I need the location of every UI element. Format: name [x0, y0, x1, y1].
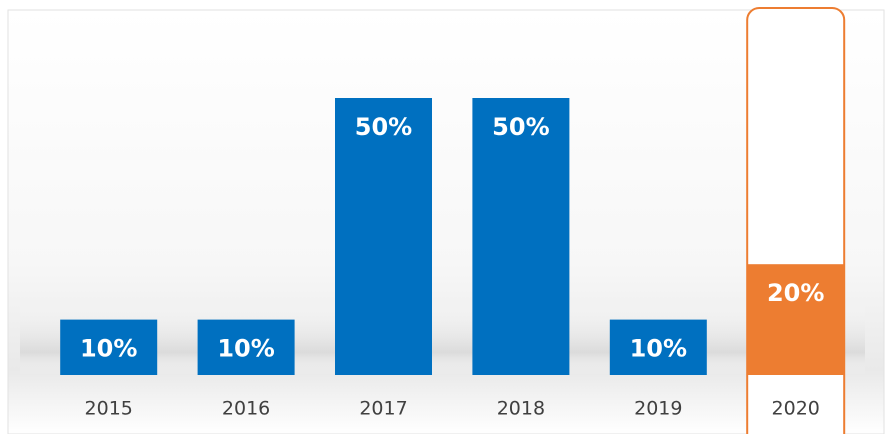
value-label: 20%	[767, 279, 824, 307]
bar	[747, 264, 845, 375]
x-tick-label: 2018	[497, 398, 545, 420]
x-tick-label: 2015	[85, 398, 133, 420]
value-label: 10%	[630, 335, 687, 363]
bar	[335, 98, 432, 375]
x-tick-label: 2017	[359, 398, 407, 420]
value-label: 10%	[80, 335, 137, 363]
x-tick-label: 2019	[634, 398, 682, 420]
value-label: 10%	[217, 335, 274, 363]
x-tick-label: 2020	[772, 398, 820, 420]
bar	[609, 319, 707, 375]
value-label: 50%	[355, 113, 412, 141]
bar	[60, 319, 158, 375]
floor-shadow	[20, 300, 865, 375]
x-tick-label: 2016	[222, 398, 270, 420]
bar	[472, 98, 570, 375]
bar	[197, 319, 295, 375]
value-label: 50%	[492, 113, 549, 141]
